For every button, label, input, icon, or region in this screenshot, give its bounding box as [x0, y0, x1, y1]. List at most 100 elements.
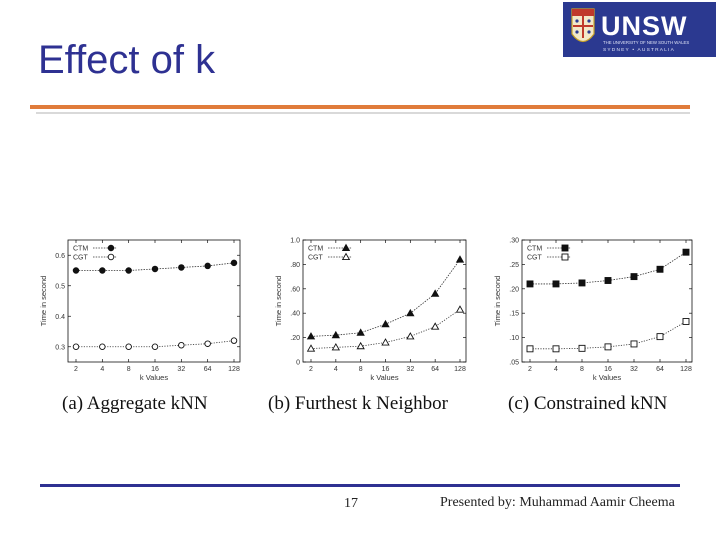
legend-marker [561, 253, 569, 261]
y-tick-label: 0.5 [55, 283, 65, 290]
data-point-cgt [682, 318, 690, 325]
data-point-ctm [430, 289, 440, 297]
plot-frame [67, 239, 241, 363]
data-point-ctm [552, 280, 560, 288]
x-tick-label: 4 [554, 366, 558, 373]
y-tick-label: 0.4 [55, 314, 65, 321]
y-axis-label: Time in second [493, 276, 502, 327]
x-tick-label: 2 [309, 366, 313, 373]
y-tick-label: .25 [509, 262, 519, 269]
x-axis-label: k Values [370, 373, 398, 382]
unsw-logo: UNSW THE UNIVERSITY OF NEW SOUTH WALES S… [563, 2, 716, 57]
data-point-ctm [406, 308, 415, 317]
data-point-cgt [306, 344, 316, 352]
y-tick-label: .05 [509, 360, 519, 367]
x-tick-label: 8 [127, 366, 131, 373]
x-tick-label: 8 [359, 366, 363, 373]
y-tick-label: .40 [290, 311, 300, 318]
footer-rule [40, 484, 680, 487]
title-underline [30, 105, 690, 109]
page-number: 17 [344, 496, 358, 511]
data-point-cgt [72, 343, 80, 350]
y-axis-label: Time in second [274, 276, 283, 327]
y-tick-label: .20 [509, 286, 519, 293]
y-tick-label: 0 [296, 360, 300, 367]
caption-furthest-k-neighbor: (b) Furthest k Neighbor [268, 393, 448, 414]
y-tick-label: .60 [290, 286, 300, 293]
x-tick-label: 4 [334, 366, 338, 373]
charts-area: 0.3 0.4 0.5 0.6 2 4 8 16 32 64 128 k Values Time in … [39, 238, 693, 382]
logo-brand-text: UNSW [601, 11, 688, 41]
chart-panel-constrained-knn: .05 .10 .15 .20 .25 .30 2 4 8 16 32 64 128 k Values Ti… [493, 238, 693, 382]
y-tick-label: .30 [509, 238, 519, 245]
legend-label: CTM [308, 246, 323, 253]
data-point-ctm [381, 319, 390, 328]
y-tick-label: 1.0 [290, 238, 300, 245]
legend-marker [341, 243, 351, 252]
x-tick-label: 2 [74, 366, 78, 373]
caption-aggregate-knn: (a) Aggregate kNN [62, 393, 208, 414]
data-point-cgt [178, 341, 185, 349]
chart-panel-furthest-k-neighbor: 0 .20 .40 .60 .80 1.0 2 4 8 16 32 64 128 k Values Time… [274, 238, 467, 382]
x-tick-label: 32 [177, 366, 185, 373]
x-tick-label: 128 [680, 366, 692, 373]
data-point-cgt [125, 343, 132, 350]
data-point-cgt [356, 341, 365, 350]
x-tick-label: 64 [431, 366, 439, 373]
data-point-cgt [381, 338, 390, 346]
data-point-cgt [204, 340, 211, 347]
y-tick-label: 0.6 [55, 253, 65, 260]
legend-label: CGT [73, 255, 89, 262]
data-point-cgt [656, 333, 664, 341]
x-tick-label: 16 [382, 366, 390, 373]
x-tick-label: 128 [454, 366, 466, 373]
x-axis-label: k Values [593, 373, 621, 382]
title-underline-shadow [36, 112, 690, 114]
data-point-ctm [682, 248, 690, 256]
data-point-ctm [151, 265, 159, 273]
legend-label: CTM [527, 246, 542, 253]
legend-marker [107, 253, 115, 261]
data-point-cgt [630, 340, 638, 348]
data-point-cgt [230, 337, 238, 344]
x-tick-label: 32 [406, 366, 414, 373]
x-tick-label: 16 [604, 366, 612, 373]
x-tick-label: 64 [204, 366, 212, 373]
x-tick-label: 4 [100, 366, 104, 373]
logo-line-1: THE UNIVERSITY OF NEW SOUTH WALES [603, 40, 689, 45]
data-point-ctm [99, 267, 106, 274]
data-point-cgt [331, 343, 341, 351]
data-point-ctm [356, 328, 365, 336]
data-point-ctm [455, 255, 465, 263]
x-tick-label: 128 [228, 366, 240, 373]
caption-constrained-knn: (c) Constrained kNN [508, 393, 668, 414]
logo-line-2: SYDNEY • AUSTRALIA [603, 47, 675, 53]
y-axis-label: Time in second [39, 276, 48, 327]
data-point-cgt [526, 345, 534, 353]
data-point-cgt [604, 343, 612, 351]
data-point-ctm [178, 264, 185, 271]
legend-label: CGT [308, 255, 324, 262]
chart-panel-aggregate-knn: 0.3 0.4 0.5 0.6 2 4 8 16 32 64 128 k Values Time in … [39, 239, 241, 382]
data-point-ctm [306, 332, 316, 340]
unsw-logo-graphic: UNSW THE UNIVERSITY OF NEW SOUTH WALES S… [563, 2, 716, 57]
x-tick-label: 32 [630, 366, 638, 373]
data-point-cgt [406, 332, 415, 340]
data-point-cgt [455, 305, 465, 313]
legend-marker [561, 244, 569, 252]
data-point-cgt [99, 343, 106, 350]
data-point-cgt [578, 344, 586, 352]
data-point-ctm [204, 262, 211, 270]
x-tick-label: 64 [656, 366, 664, 373]
plot-frame [521, 239, 693, 363]
data-point-cgt [151, 343, 159, 350]
data-point-ctm [656, 265, 664, 273]
x-tick-label: 16 [151, 366, 159, 373]
data-point-ctm [125, 267, 132, 274]
y-tick-label: .80 [290, 262, 300, 269]
legend-label: CTM [73, 246, 88, 253]
y-tick-label: 0.3 [55, 344, 65, 351]
slide-title: Effect of k [38, 38, 216, 82]
crest-icon [571, 8, 595, 43]
data-point-ctm [604, 277, 612, 284]
